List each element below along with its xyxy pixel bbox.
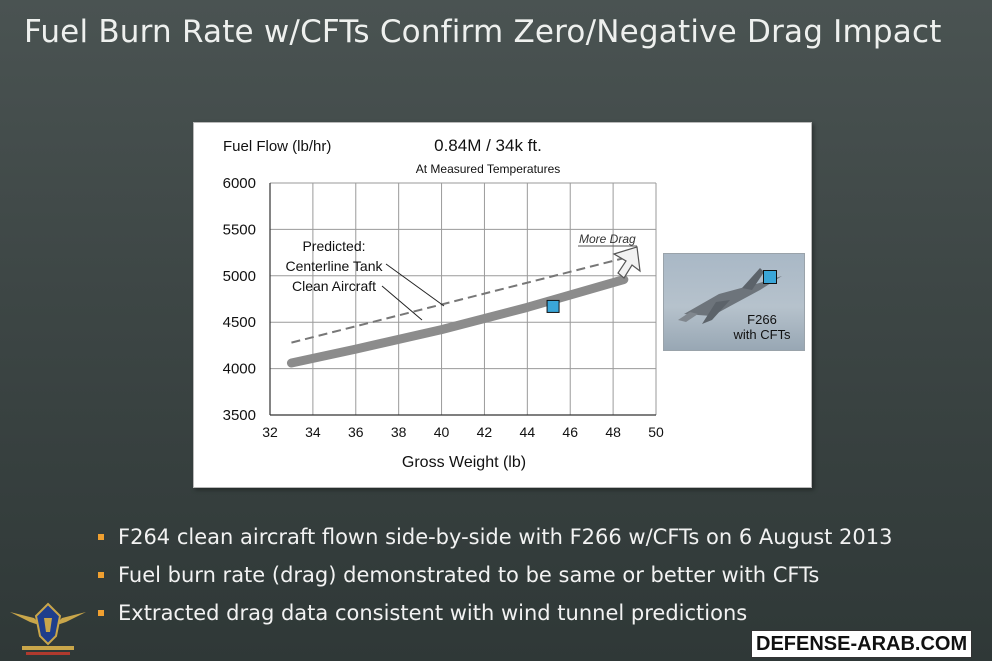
x-tick-label: 36	[348, 424, 364, 440]
x-tick-label: 44	[520, 424, 536, 440]
annotation-predicted: Predicted:	[302, 238, 365, 254]
y-tick-label: 5500	[223, 221, 256, 238]
cft-marker-legend	[763, 270, 777, 284]
leader-line-clean	[381, 285, 423, 321]
bullet-item: Extracted drag data consistent with wind…	[98, 594, 893, 632]
arab-defense-forum-logo	[10, 602, 86, 655]
x-tick-label: 32	[262, 424, 278, 440]
x-tick-label: 46	[562, 424, 578, 440]
f266-photo-inset: F266 with CFTs	[663, 253, 805, 351]
chart-series	[286, 257, 629, 368]
bullet-marker-icon	[98, 534, 104, 540]
x-axis-label: Gross Weight (lb)	[402, 454, 526, 471]
x-tick-label: 34	[305, 424, 321, 440]
x-tick-label: 50	[648, 424, 664, 440]
watermark: DEFENSE-ARAB.COM	[751, 630, 973, 658]
annotation-clean-aircraft: Clean Aircraft	[292, 278, 376, 294]
y-axis-label: Fuel Flow (lb/hr)	[223, 138, 331, 155]
chart-title: 0.84M / 34k ft.	[434, 136, 542, 155]
bullet-text: Fuel burn rate (drag) demonstrated to be…	[118, 563, 820, 587]
photo-caption: F266 with CFTs	[722, 312, 802, 342]
bullet-item: F264 clean aircraft flown side-by-side w…	[98, 518, 893, 556]
series-line-centerline-tank	[291, 257, 625, 344]
y-tick-label: 3500	[223, 407, 256, 424]
chart-subtitle: At Measured Temperatures	[416, 162, 561, 176]
y-tick-label: 4000	[223, 361, 256, 378]
x-tick-label: 38	[391, 424, 407, 440]
series-line-clean-aircraft	[286, 275, 629, 368]
bullet-marker-icon	[98, 610, 104, 616]
x-tick-label: 42	[477, 424, 493, 440]
more-drag-arrow-icon	[612, 246, 641, 279]
bullet-text: Extracted drag data consistent with wind…	[118, 601, 748, 625]
caption-line-1: F266	[747, 312, 777, 327]
y-tick-label: 4500	[223, 314, 256, 331]
bullet-item: Fuel burn rate (drag) demonstrated to be…	[98, 556, 893, 594]
x-tick-label: 40	[434, 424, 450, 440]
chart-annotations: Predicted: Centerline Tank Clean Aircraf…	[285, 232, 641, 321]
fuel-flow-chart: 32 34 36 38 40 42 44 46 48 50 3500 4000 4500 5000 5500…	[223, 136, 664, 471]
annotation-centerline-tank: Centerline Tank	[285, 258, 383, 274]
y-tick-label: 5000	[223, 268, 256, 285]
leader-line-centerline	[385, 263, 445, 307]
chart-axes: 32 34 36 38 40 42 44 46 48 50 3500 4000 4500 5000 5500…	[223, 175, 664, 440]
bullet-list: F264 clean aircraft flown side-by-side w…	[98, 518, 893, 632]
caption-line-2: with CFTs	[733, 327, 791, 342]
chart-grid	[269, 182, 657, 416]
annotation-more-drag: More Drag	[579, 232, 636, 246]
slide-title: Fuel Burn Rate w/CFTs Confirm Zero/Negat…	[24, 14, 942, 50]
x-tick-label: 48	[605, 424, 621, 440]
bullet-marker-icon	[98, 572, 104, 578]
data-point-f266	[546, 299, 560, 313]
y-tick-label: 6000	[223, 175, 256, 192]
bullet-text: F264 clean aircraft flown side-by-side w…	[118, 525, 893, 549]
